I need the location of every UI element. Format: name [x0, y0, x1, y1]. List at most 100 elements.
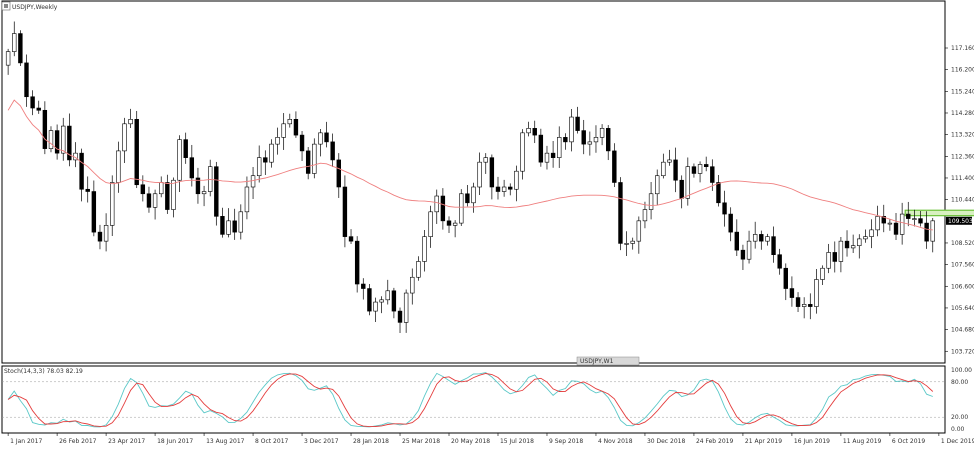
stoch-main-line [7, 372, 933, 428]
candle [630, 237, 635, 250]
candle [103, 213, 109, 252]
candle-body [514, 170, 519, 190]
candle-body [79, 152, 84, 190]
candle-body [30, 96, 35, 109]
candle [489, 154, 495, 200]
x-tick-label: 24 Feb 2019 [696, 438, 734, 445]
candle-body [244, 186, 250, 213]
candle [177, 135, 182, 193]
candle-body [42, 109, 48, 149]
x-tick-label: 16 Jun 2019 [794, 438, 830, 445]
candle [220, 207, 225, 238]
candle [18, 30, 23, 67]
candle [91, 180, 97, 237]
candle-body [416, 261, 421, 278]
candle-body [893, 222, 899, 235]
candle-body [587, 141, 593, 145]
candle-body [159, 182, 164, 195]
candle [612, 143, 617, 188]
candle-body [728, 213, 733, 233]
candle-body [844, 240, 850, 249]
candle-body [685, 166, 691, 199]
candle [281, 113, 286, 150]
candle [795, 292, 801, 313]
candle-body [305, 150, 311, 174]
candle-body [808, 304, 813, 307]
x-tick-label: 1 Dec 2019 [941, 438, 974, 445]
candle-body [636, 220, 642, 242]
candle [348, 229, 354, 245]
candle-body [428, 211, 433, 237]
candle [514, 165, 519, 202]
candle [403, 289, 409, 333]
candle [716, 175, 721, 207]
candle [361, 278, 366, 300]
stochastic-pane[interactable]: 100.00 80.00 20.00 0.00 [1, 365, 972, 434]
main-price-pane[interactable]: 117.160 116.200 115.240 114.280 113.320 112.3… [1, 0, 974, 364]
candle-body [906, 213, 911, 219]
candle [814, 268, 819, 314]
candle-body [789, 288, 795, 298]
candle [385, 279, 390, 305]
candle-body [177, 139, 182, 181]
candle-body [655, 175, 660, 195]
candle-body [85, 188, 90, 192]
candle-body [930, 220, 935, 242]
candle-body [171, 179, 176, 210]
candle [771, 226, 776, 263]
candle [820, 265, 825, 285]
candle [606, 125, 611, 161]
candle [269, 139, 274, 168]
candle-body [201, 191, 207, 195]
candle [642, 201, 648, 229]
window-icon[interactable] [1, 1, 11, 11]
candle-body [263, 157, 268, 163]
stoch-pane-frame [1, 365, 946, 434]
candle-body [783, 267, 788, 289]
price-tick-label: 103.720 [951, 348, 974, 355]
candle [256, 145, 262, 183]
candle-body [36, 107, 41, 111]
candle [61, 117, 66, 161]
price-tick-label: 116.200 [951, 67, 974, 74]
symbol-badge[interactable]: USDJPY,W1 [576, 356, 640, 366]
candle [446, 216, 452, 233]
candle [452, 220, 458, 238]
candle [85, 176, 90, 203]
candle-body [679, 179, 684, 199]
candle-body [471, 186, 476, 204]
candle-body [354, 240, 360, 285]
stochastic-title: Stoch(14,3,3) 78.03 82.19 [4, 368, 83, 375]
candle [783, 263, 788, 301]
candle-body [220, 216, 225, 235]
candle [110, 175, 115, 236]
candle [410, 268, 415, 305]
candle [777, 248, 782, 275]
candle-body [116, 150, 121, 183]
candle-body [710, 166, 715, 183]
candle-body [336, 159, 341, 188]
candle-body [293, 119, 299, 136]
candle-body [648, 193, 654, 210]
candle [636, 216, 642, 254]
candle [42, 101, 48, 155]
candle [912, 209, 917, 227]
candle-body [716, 182, 721, 204]
candle [5, 48, 11, 75]
candle [189, 144, 195, 187]
candle [838, 236, 844, 273]
candle [691, 163, 697, 178]
price-tick-label: 106.600 [951, 283, 974, 290]
candle-body [832, 252, 837, 262]
candle [244, 176, 250, 220]
x-axis: 1 Jan 2017 26 Feb 2017 23 Apr 2017 18 Jun 2… [7, 433, 974, 445]
candle [24, 54, 29, 107]
candle [201, 185, 207, 207]
candle-body [324, 132, 329, 143]
candle-body [618, 182, 623, 244]
candle-body [477, 161, 482, 188]
x-tick-label: 25 Mar 2018 [402, 438, 440, 445]
candle-body [642, 209, 648, 222]
candle-body [722, 202, 727, 215]
